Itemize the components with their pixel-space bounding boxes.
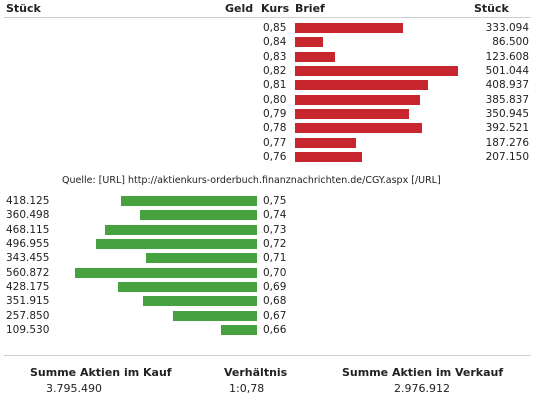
ask-kurs: 0,78 [263,122,287,135]
summary-ratio-value: 1:0,78 [229,382,265,395]
ask-stueck: 392.521 [485,122,529,135]
ask-kurs: 0,79 [263,108,287,121]
bid-kurs: 0,75 [263,195,287,207]
header-divider [4,17,531,18]
ask-kurs: 0,85 [263,22,287,34]
bid-stueck: 428.175 [6,281,50,294]
ask-stueck: 350.945 [485,108,529,121]
ask-volume-bar [295,23,403,33]
bid-volume-bar [75,267,257,278]
ask-kurs: 0,82 [263,65,287,78]
bid-kurs: 0,70 [263,266,287,279]
summary-ratio-label: Verhältnis [224,366,288,379]
bid-stueck: 257.850 [6,309,50,322]
ask-stueck: 501.044 [485,65,529,78]
bid-volume-bar [146,253,257,264]
ask-stueck: 385.837 [485,93,529,106]
bid-kurs: 0,69 [263,281,287,294]
bid-kurs: 0,74 [263,209,287,222]
bid-stueck: 418.125 [6,195,50,207]
bid-stueck: 360.498 [6,209,50,222]
bid-stueck: 109.530 [6,324,50,337]
ask-stueck: 408.937 [485,79,529,92]
ask-stueck: 86.500 [492,36,529,49]
bid-volume-bar [105,224,257,235]
ask-kurs: 0,76 [263,151,287,164]
ask-kurs: 0,81 [263,79,287,92]
ask-stueck: 123.608 [485,50,529,63]
bid-stueck: 351.915 [6,295,50,308]
bid-volume-bar [143,296,257,307]
bid-kurs: 0,68 [263,295,287,308]
ask-volume-bar [295,123,422,134]
bid-kurs: 0,73 [263,223,287,236]
ask-volume-bar [295,80,428,91]
bid-kurs: 0,66 [263,324,287,337]
summary-divider [4,355,531,356]
ask-volume-bar [295,109,409,120]
bid-volume-bar [140,210,257,221]
bid-kurs: 0,72 [263,238,287,251]
bid-volume-bar [121,196,257,206]
ask-volume-bar [295,51,335,62]
ask-kurs: 0,84 [263,36,287,49]
bid-kurs: 0,71 [263,252,287,265]
ask-volume-bar [295,94,420,105]
summary-verkauf-value: 2.976.912 [394,382,450,395]
ask-kurs: 0,77 [263,136,287,149]
bid-volume-bar [96,239,257,250]
ask-stueck: 187.276 [485,136,529,149]
summary-kauf-value: 3.795.490 [46,382,102,395]
header-stueck-left: Stück [6,2,41,15]
source-link[interactable]: Quelle: [URL] http://aktienkurs-orderbuc… [62,175,441,186]
ask-volume-bar [295,137,356,148]
ask-volume-bar [295,37,323,48]
bid-stueck: 496.955 [6,238,50,251]
ask-volume-bar [295,152,362,163]
ask-kurs: 0,80 [263,93,287,106]
bid-stueck: 560.872 [6,266,50,279]
summary-verkauf-label: Summe Aktien im Verkauf [342,366,504,379]
bid-stueck: 343.455 [6,252,50,265]
header-brief: Brief [295,2,325,15]
ask-volume-bar [295,66,458,77]
header-kurs: Kurs [261,2,290,15]
bid-kurs: 0,67 [263,309,287,322]
header-stueck-right: Stück [474,2,509,15]
bid-volume-bar [221,325,257,336]
bid-volume-bar [118,282,257,293]
ask-stueck: 207.150 [485,151,529,164]
header-geld: Geld [225,2,254,15]
ask-kurs: 0,83 [263,50,287,63]
bid-stueck: 468.115 [6,223,50,236]
summary-kauf-label: Summe Aktien im Kauf [30,366,172,379]
ask-stueck: 333.094 [485,22,529,34]
bid-volume-bar [173,310,257,321]
